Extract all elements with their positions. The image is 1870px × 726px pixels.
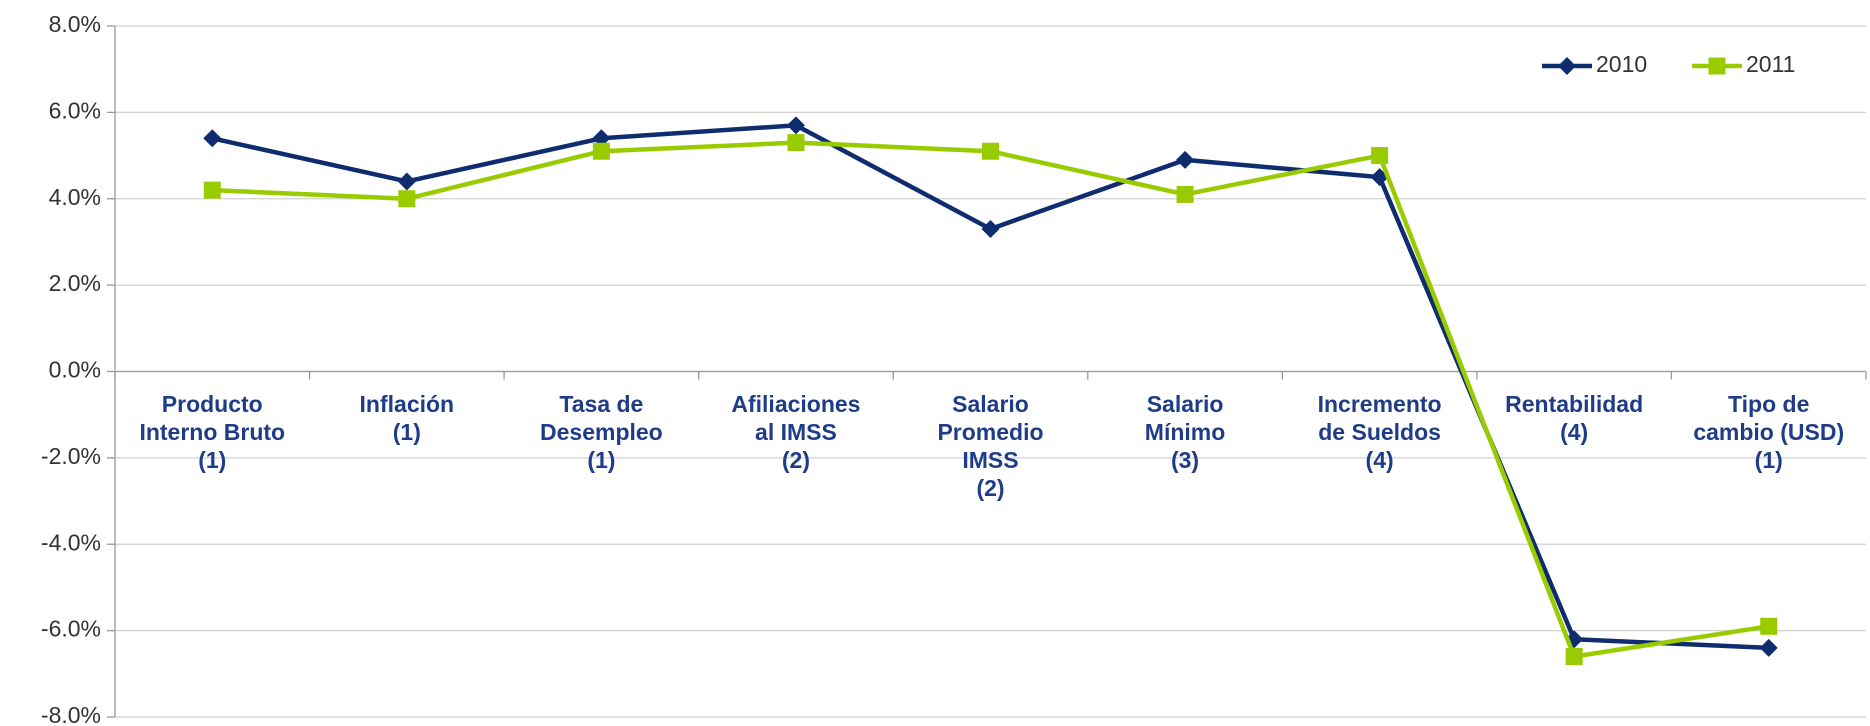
x-tick-label: Rentabilidad (4): [1505, 390, 1644, 445]
marker: [203, 129, 222, 148]
y-tick-label: -4.0%: [41, 529, 101, 555]
x-tick-label: Tipo de cambio (USD) (1): [1693, 390, 1845, 473]
y-tick-label: -6.0%: [41, 616, 101, 642]
x-tick-label: Incremento de Sueldos (4): [1317, 390, 1442, 473]
x-tick-label: Inflación (1): [359, 390, 455, 445]
legend-label: 2010: [1596, 51, 1647, 77]
marker: [1176, 185, 1194, 203]
marker: [787, 134, 805, 152]
marker: [1708, 57, 1726, 75]
marker: [1176, 150, 1195, 169]
series-line: [211, 123, 1769, 651]
legend-item: 2011: [1692, 51, 1795, 77]
marker: [592, 142, 610, 160]
marker: [982, 142, 999, 160]
marker: [203, 181, 221, 199]
x-tick-label: Salario Mínimo (3): [1144, 390, 1226, 473]
y-tick-label: 6.0%: [49, 97, 101, 123]
y-tick-label: 0.0%: [49, 357, 101, 383]
y-tick-label: 8.0%: [49, 11, 101, 37]
y-tick-label: -8.0%: [41, 702, 101, 726]
x-tick-label: Producto Interno Bruto (1): [139, 390, 286, 473]
x-tick-label: Salario Promedio IMSS (2): [937, 390, 1044, 501]
marker: [1565, 648, 1583, 666]
marker: [786, 116, 805, 135]
marker: [1371, 147, 1389, 165]
marker: [981, 219, 1000, 238]
marker: [1759, 638, 1778, 657]
y-tick-label: -2.0%: [41, 443, 101, 469]
y-tick-label: 2.0%: [49, 270, 101, 296]
marker: [397, 172, 416, 191]
marker: [1558, 57, 1576, 75]
x-tick-label: Afiliaciones al IMSS (2): [731, 390, 861, 473]
x-tick-label: Tasa de Desempleo (1): [540, 390, 663, 473]
y-tick-label: 4.0%: [49, 184, 101, 210]
legend-item: 2010: [1542, 51, 1647, 77]
marker: [1760, 617, 1778, 635]
marker: [398, 190, 416, 208]
legend-label: 2011: [1746, 51, 1795, 77]
